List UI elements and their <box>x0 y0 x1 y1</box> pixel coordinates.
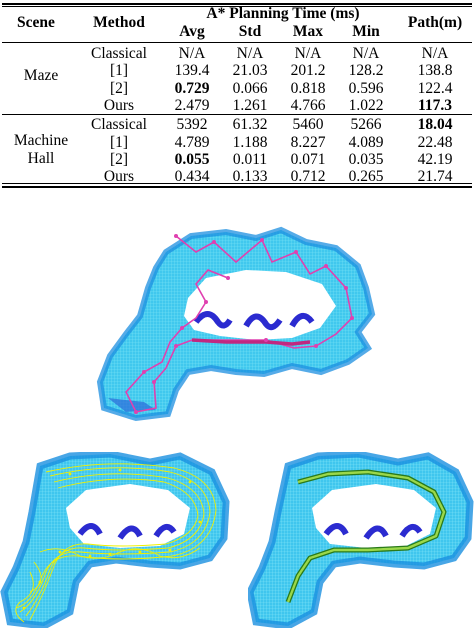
cell-min: 0.596 <box>348 80 384 97</box>
scene-machine-hall-line2: Hall <box>27 150 55 167</box>
map-boundary <box>248 452 474 628</box>
cell-path: N/A <box>421 45 449 62</box>
map-obstacles <box>193 311 315 331</box>
cell-path: 117.3 <box>417 97 453 114</box>
map-classical-svg <box>96 226 376 422</box>
cell-min: 4.089 <box>348 134 384 151</box>
scene-divider <box>2 114 472 115</box>
cell-path: 22.48 <box>417 134 453 151</box>
cell-min: 0.265 <box>348 168 384 185</box>
cell-min: 128.2 <box>348 62 384 79</box>
cell-min: 5266 <box>350 116 382 133</box>
cell-max: 201.2 <box>290 62 326 79</box>
map-hole <box>312 484 436 548</box>
scene-maze: Maze <box>23 67 59 84</box>
ours-path <box>286 470 446 603</box>
map-boundary <box>0 452 230 628</box>
cell-method: Ours <box>103 168 135 185</box>
header-planning-time: A* Planning Time (ms) <box>206 5 360 22</box>
header-method: Method <box>93 14 145 31</box>
cell-avg: 4.789 <box>174 134 210 151</box>
scene-machine-hall-line1: Machine <box>13 132 69 149</box>
figure-map-ours-left <box>0 452 230 628</box>
cell-max: 4.766 <box>290 97 326 114</box>
header-min: Min <box>352 23 380 40</box>
cell-std: 0.011 <box>232 151 268 168</box>
cell-path: 122.4 <box>417 80 453 97</box>
cell-avg: 5392 <box>176 116 208 133</box>
cell-min: 0.035 <box>348 151 384 168</box>
map-right-svg <box>248 452 474 628</box>
cell-method: Classical <box>91 116 147 133</box>
map-hole <box>66 484 190 548</box>
cell-max: 0.071 <box>290 151 326 168</box>
cell-std: 0.066 <box>232 80 268 97</box>
map-obstacles <box>323 523 423 540</box>
cell-max: 5460 <box>292 116 324 133</box>
table-bottom-rule-2 <box>2 186 472 188</box>
cell-method: [2] <box>109 80 129 97</box>
map-left-svg <box>0 452 230 628</box>
cell-std: 21.03 <box>232 62 268 79</box>
map-boundary <box>96 226 376 422</box>
cell-method: [1] <box>109 62 129 79</box>
map-obstacles <box>77 523 177 540</box>
header-avg: Avg <box>179 23 205 40</box>
cell-path: 138.8 <box>417 62 453 79</box>
cell-max: 8.227 <box>290 134 326 151</box>
header-rule <box>2 42 472 43</box>
cell-std: N/A <box>236 45 264 62</box>
cell-method: Classical <box>91 45 147 62</box>
header-std: Std <box>238 23 262 40</box>
table-top-rule-2 <box>2 6 472 7</box>
cell-std: 1.188 <box>232 134 268 151</box>
cell-std: 1.261 <box>232 97 268 114</box>
cell-std: 61.32 <box>232 116 268 133</box>
cell-max: 0.818 <box>290 80 326 97</box>
cell-method: [1] <box>109 134 129 151</box>
header-scene: Scene <box>17 14 55 31</box>
ours-samples <box>22 468 202 610</box>
cell-avg: 0.434 <box>174 168 210 185</box>
cell-method: Ours <box>103 97 135 114</box>
graph-nodes <box>134 234 354 414</box>
cell-avg: N/A <box>178 45 206 62</box>
cell-path: 18.04 <box>417 116 453 133</box>
cell-method: [2] <box>109 151 129 168</box>
cell-max: 0.712 <box>290 168 326 185</box>
cell-avg: 0.055 <box>174 151 210 168</box>
cell-path: 42.19 <box>417 151 453 168</box>
cell-max: N/A <box>294 45 322 62</box>
cell-avg: 139.4 <box>174 62 210 79</box>
cell-avg: 2.479 <box>174 97 210 114</box>
cell-path: 21.74 <box>417 168 453 185</box>
header-path: Path(m) <box>407 14 463 31</box>
cell-avg: 0.729 <box>174 80 210 97</box>
table-top-rule <box>2 3 472 5</box>
figure-map-ours-right <box>248 452 474 628</box>
figure-map-classical <box>96 222 386 422</box>
cell-std: 0.133 <box>232 168 268 185</box>
table-bottom-rule <box>2 183 472 184</box>
header-max: Max <box>292 23 324 40</box>
ours-trajectories <box>15 463 217 623</box>
cell-min: 1.022 <box>348 97 384 114</box>
cell-min: N/A <box>352 45 380 62</box>
